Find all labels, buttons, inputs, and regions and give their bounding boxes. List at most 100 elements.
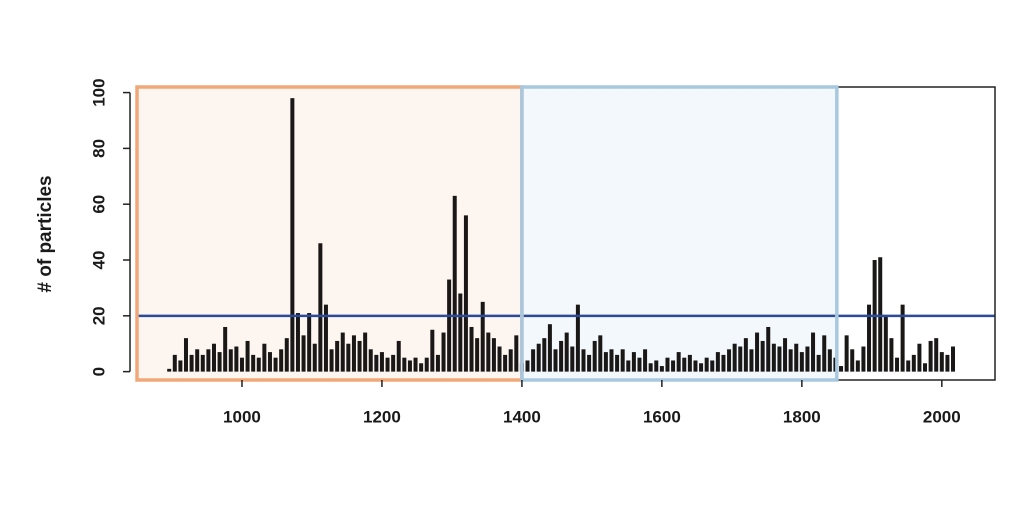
bar: [447, 279, 452, 372]
bar: [525, 360, 530, 372]
bar: [279, 349, 284, 372]
bar: [290, 98, 295, 372]
bar: [671, 360, 676, 372]
bar: [816, 354, 821, 372]
bar: [458, 293, 463, 372]
bar: [486, 332, 491, 372]
y-tick-label: 60: [89, 195, 108, 214]
bar: [581, 349, 586, 372]
bar: [318, 243, 323, 372]
x-tick-label: 1800: [783, 407, 821, 426]
y-tick-label: 80: [89, 139, 108, 158]
bar: [771, 343, 776, 372]
bar: [167, 368, 172, 372]
bar: [351, 335, 356, 372]
bar: [883, 315, 888, 372]
bar: [900, 304, 905, 372]
bar: [850, 349, 855, 372]
bar: [497, 346, 502, 372]
bar: [676, 352, 681, 372]
bar: [626, 360, 631, 372]
bar: [760, 340, 765, 372]
bar: [329, 349, 334, 372]
region-outline: [520, 85, 839, 382]
bar: [536, 343, 541, 372]
bar: [469, 326, 474, 372]
bar: [379, 352, 384, 372]
bar: [251, 354, 256, 372]
bar: [732, 343, 737, 372]
bar: [939, 352, 944, 372]
y-axis-label: # of particles: [35, 175, 56, 292]
bar: [413, 357, 418, 372]
bar: [945, 354, 950, 372]
x-tick-label: 2000: [923, 407, 961, 426]
bar: [547, 324, 552, 372]
bar: [917, 343, 922, 372]
bar: [531, 349, 536, 372]
bar: [514, 335, 519, 372]
bar: [419, 363, 424, 372]
bar: [822, 335, 827, 372]
bar: [307, 313, 312, 372]
bar: [491, 338, 496, 372]
bar: [631, 352, 636, 372]
bar: [245, 340, 250, 372]
bar: [615, 354, 620, 372]
bar: [239, 357, 244, 372]
bar: [430, 329, 435, 372]
bar: [783, 338, 788, 372]
bar: [637, 357, 642, 372]
bar: [934, 338, 939, 372]
bar: [200, 354, 205, 372]
bar: [659, 366, 664, 372]
bar: [223, 326, 228, 372]
bar: [665, 357, 670, 372]
bar: [710, 360, 715, 372]
bar: [273, 357, 278, 372]
bar: [906, 360, 911, 372]
bar: [620, 349, 625, 372]
bar: [435, 354, 440, 372]
bar: [867, 304, 872, 372]
bar: [284, 338, 289, 372]
bar: [452, 195, 457, 372]
bar: [687, 354, 692, 372]
x-tick-label: 1000: [223, 407, 261, 426]
bar: [570, 346, 575, 372]
bar: [923, 363, 928, 372]
bar: [799, 352, 804, 372]
bar: [766, 326, 771, 372]
bar: [682, 357, 687, 372]
bar: [559, 340, 564, 372]
bar: [811, 332, 816, 372]
bar: [844, 335, 849, 372]
bar: [396, 340, 401, 372]
bar: [911, 354, 916, 372]
bar: [323, 304, 328, 372]
bar: [503, 354, 508, 372]
bar: [895, 357, 900, 372]
x-tick-label: 1200: [363, 407, 401, 426]
bar: [402, 357, 407, 372]
bar: [715, 352, 720, 372]
bar: [217, 352, 222, 372]
bar: [368, 349, 373, 372]
bar: [508, 349, 513, 372]
bar: [564, 332, 569, 372]
bar: [738, 346, 743, 372]
bar: [542, 338, 547, 372]
bar: [575, 304, 580, 372]
bar: [805, 346, 810, 372]
bar: [346, 343, 351, 372]
bar: [592, 340, 597, 372]
bar: [385, 357, 390, 372]
bar: [861, 346, 866, 372]
bar: [699, 363, 704, 372]
bar: [855, 360, 860, 372]
bar: [178, 360, 183, 372]
y-tick-label: 20: [89, 306, 108, 325]
bar: [609, 349, 614, 372]
bar: [335, 340, 340, 372]
bar: [256, 357, 261, 372]
